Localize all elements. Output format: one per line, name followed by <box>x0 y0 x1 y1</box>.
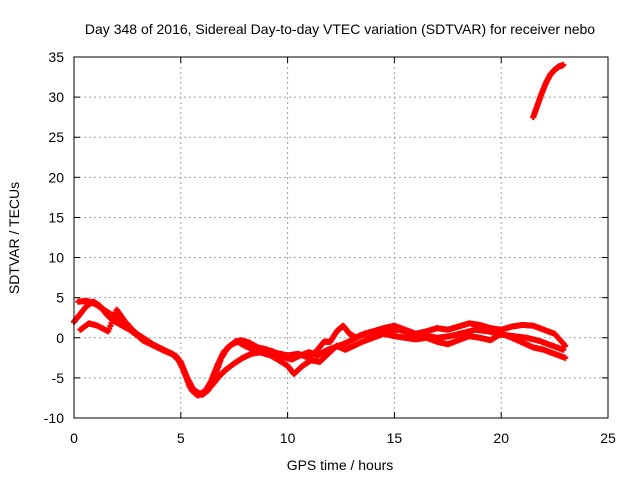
y-tick-label: 15 <box>48 209 64 225</box>
x-tick-label: 0 <box>70 430 78 446</box>
y-tick-label: 10 <box>48 250 64 266</box>
plot-frame <box>73 56 609 419</box>
y-tick-label: 20 <box>48 169 64 185</box>
x-tick-labels: 0 5 10 15 20 25 <box>70 430 616 446</box>
chart-title: Day 348 of 2016, Sidereal Day-to-day VTE… <box>85 21 595 37</box>
y-tick-label: 35 <box>48 49 64 65</box>
data-point <box>560 346 567 353</box>
y-tick-label: -10 <box>44 410 64 426</box>
data-point <box>562 354 569 361</box>
y-tick-label: 0 <box>56 330 64 346</box>
y-tick-label: 5 <box>56 290 64 306</box>
y-tick-labels: -10 -5 0 5 10 15 20 25 30 35 <box>44 49 64 426</box>
data-points <box>71 62 569 399</box>
data-point <box>560 62 567 69</box>
x-tick-label: 25 <box>600 430 616 446</box>
y-tick-label: 30 <box>48 89 64 105</box>
x-tick-label: 20 <box>493 430 509 446</box>
y-axis-label: SDTVAR / TECUs <box>6 182 22 294</box>
x-tick-label: 15 <box>387 430 403 446</box>
data-point <box>562 342 569 349</box>
x-axis-label: GPS time / hours <box>287 457 394 473</box>
y-tick-label: 25 <box>48 129 64 145</box>
x-tick-label: 5 <box>177 430 185 446</box>
x-tick-label: 10 <box>280 430 296 446</box>
axis-ticks <box>73 56 609 419</box>
y-tick-label: -5 <box>52 370 65 386</box>
